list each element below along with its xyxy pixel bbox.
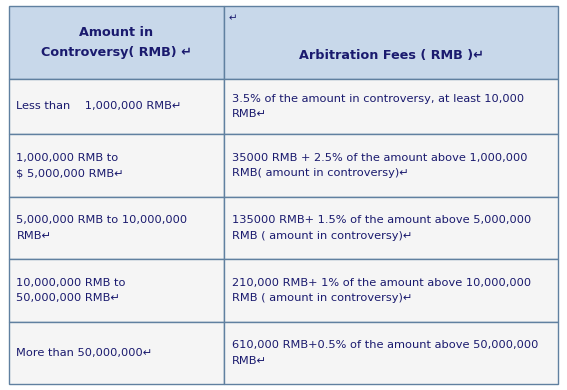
Text: 35000 RMB + 2.5% of the amount above 1,000,000
RMB( amount in controversy)↵: 35000 RMB + 2.5% of the amount above 1,0… bbox=[232, 153, 527, 178]
Text: Less than    1,000,000 RMB↵: Less than 1,000,000 RMB↵ bbox=[16, 101, 182, 112]
Text: 3.5% of the amount in controversy, at least 10,000
RMB↵: 3.5% of the amount in controversy, at le… bbox=[232, 94, 524, 119]
Bar bbox=[224, 322, 558, 384]
Bar bbox=[9, 6, 224, 79]
Bar bbox=[9, 259, 224, 322]
Bar bbox=[224, 259, 558, 322]
Bar bbox=[9, 79, 224, 134]
Bar bbox=[224, 134, 558, 197]
Text: Amount in
Controversy( RMB) ↵: Amount in Controversy( RMB) ↵ bbox=[41, 26, 192, 58]
Bar bbox=[224, 197, 558, 259]
Text: 135000 RMB+ 1.5% of the amount above 5,000,000
RMB ( amount in controversy)↵: 135000 RMB+ 1.5% of the amount above 5,0… bbox=[232, 215, 531, 241]
Text: 1,000,000 RMB to
$ 5,000,000 RMB↵: 1,000,000 RMB to $ 5,000,000 RMB↵ bbox=[16, 153, 124, 178]
Bar bbox=[9, 197, 224, 259]
Text: 5,000,000 RMB to 10,000,000
RMB↵: 5,000,000 RMB to 10,000,000 RMB↵ bbox=[16, 215, 188, 241]
Text: 610,000 RMB+0.5% of the amount above 50,000,000
RMB↵: 610,000 RMB+0.5% of the amount above 50,… bbox=[232, 340, 539, 365]
Bar bbox=[9, 322, 224, 384]
Text: More than 50,000,000↵: More than 50,000,000↵ bbox=[16, 348, 153, 358]
Text: ↵: ↵ bbox=[229, 13, 238, 23]
Bar bbox=[9, 134, 224, 197]
Text: 10,000,000 RMB to
50,000,000 RMB↵: 10,000,000 RMB to 50,000,000 RMB↵ bbox=[16, 278, 126, 303]
Bar bbox=[224, 79, 558, 134]
Bar bbox=[224, 6, 558, 79]
Text: Arbitration Fees ( RMB )↵: Arbitration Fees ( RMB )↵ bbox=[299, 49, 484, 62]
Text: 210,000 RMB+ 1% of the amount above 10,000,000
RMB ( amount in controversy)↵: 210,000 RMB+ 1% of the amount above 10,0… bbox=[232, 278, 531, 303]
